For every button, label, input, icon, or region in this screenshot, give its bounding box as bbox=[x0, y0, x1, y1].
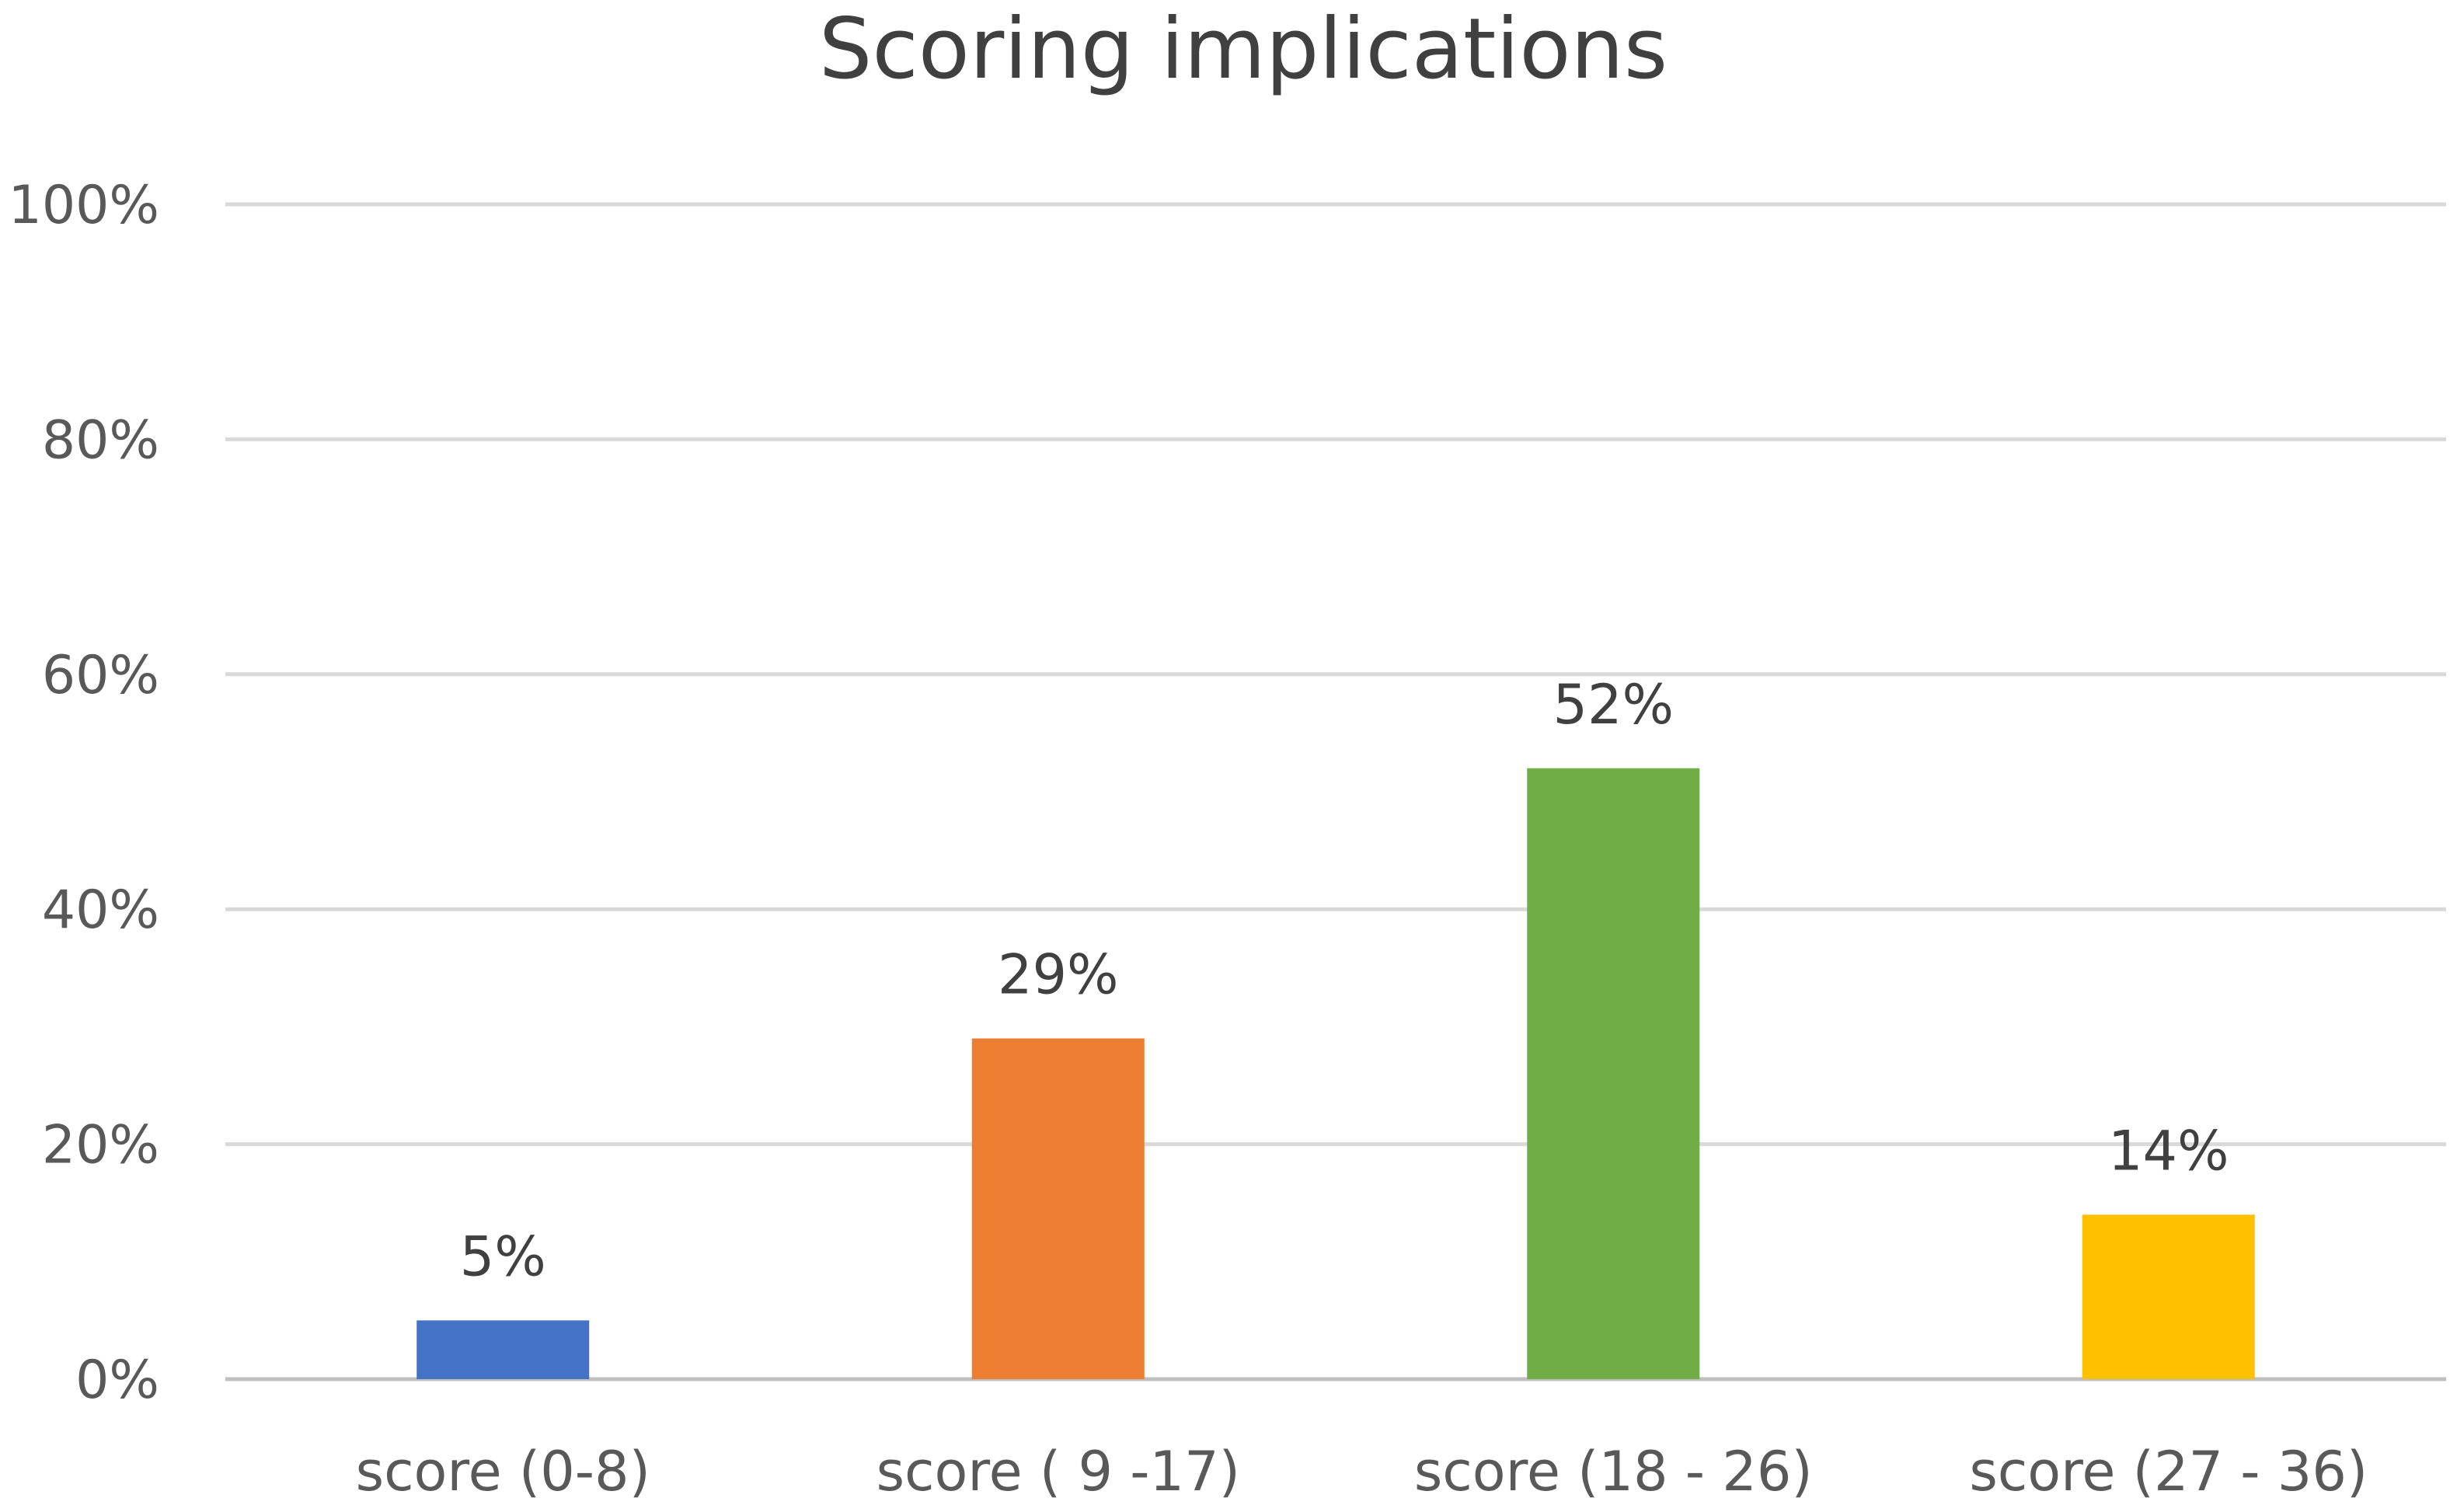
x-axis-categories: score (0-8) score ( 9 -17) score (18 - 26)… bbox=[356, 1440, 2368, 1503]
y-tick-label: 20% bbox=[42, 1115, 159, 1176]
chart-title: Scoring implications bbox=[819, 1, 1668, 98]
y-axis-ticks: 0% 20% 40% 60% 80% 100% bbox=[9, 175, 159, 1411]
y-tick-label: 40% bbox=[42, 880, 159, 941]
bar-4 bbox=[2082, 1214, 2255, 1379]
bars bbox=[416, 768, 2255, 1379]
y-tick-label: 60% bbox=[42, 645, 159, 706]
bar-2 bbox=[971, 1038, 1145, 1379]
data-labels: 5% 29% 52% 14% bbox=[460, 673, 2229, 1289]
category-label: score (18 - 26) bbox=[1414, 1440, 1813, 1503]
data-label: 14% bbox=[2108, 1119, 2229, 1183]
category-label: score (0-8) bbox=[356, 1440, 650, 1503]
y-tick-label: 80% bbox=[42, 409, 159, 471]
gridlines bbox=[225, 202, 2446, 1381]
y-tick-label: 100% bbox=[9, 175, 159, 236]
data-label: 5% bbox=[460, 1225, 546, 1288]
category-label: score (27 - 36) bbox=[1969, 1440, 2368, 1503]
data-label: 29% bbox=[998, 943, 1119, 1007]
bar-1 bbox=[416, 1320, 590, 1379]
category-label: score ( 9 -17) bbox=[877, 1440, 1240, 1503]
data-label: 52% bbox=[1553, 673, 1674, 737]
y-tick-label: 0% bbox=[75, 1350, 159, 1411]
bar-3 bbox=[1527, 768, 1700, 1379]
